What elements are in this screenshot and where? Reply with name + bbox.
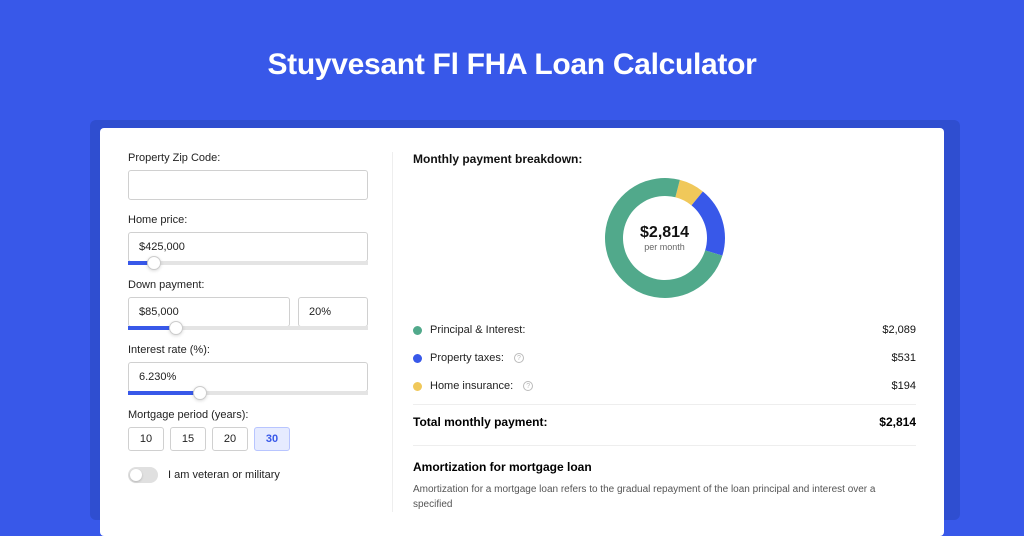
zip-input[interactable] [128, 170, 368, 200]
home-price-input[interactable] [128, 232, 368, 262]
period-btn-15[interactable]: 15 [170, 427, 206, 451]
veteran-row: I am veteran or military [128, 467, 368, 483]
interest-rate-label: Interest rate (%): [128, 344, 368, 356]
period-btn-10[interactable]: 10 [128, 427, 164, 451]
info-icon[interactable]: ? [514, 353, 524, 363]
breakdown-column: Monthly payment breakdown: $2,814 per mo… [392, 152, 916, 512]
legend-left: Property taxes:? [413, 352, 524, 364]
donut-wrap: $2,814 per month [413, 178, 916, 298]
donut-center: $2,814 per month [640, 224, 689, 252]
amortization-text: Amortization for a mortgage loan refers … [413, 482, 916, 512]
legend-left: Home insurance:? [413, 380, 533, 392]
donut-chart: $2,814 per month [605, 178, 725, 298]
legend-label: Principal & Interest: [430, 324, 525, 336]
info-icon[interactable]: ? [523, 381, 533, 391]
legend-dot-icon [413, 326, 422, 335]
slider-thumb[interactable] [147, 256, 161, 270]
legend-dot-icon [413, 382, 422, 391]
slider-fill [128, 391, 200, 395]
veteran-label: I am veteran or military [168, 469, 280, 481]
period-btn-20[interactable]: 20 [212, 427, 248, 451]
legend-left: Principal & Interest: [413, 324, 525, 336]
home-price-group: Home price: [128, 214, 368, 265]
interest-rate-group: Interest rate (%): [128, 344, 368, 395]
veteran-toggle[interactable] [128, 467, 158, 483]
legend-value: $2,089 [882, 324, 916, 336]
total-row: Total monthly payment: $2,814 [413, 404, 916, 429]
down-payment-percent-input[interactable] [298, 297, 368, 327]
interest-rate-input[interactable] [128, 362, 368, 392]
legend-value: $194 [892, 380, 916, 392]
mortgage-period-group: Mortgage period (years): 10152030 [128, 409, 368, 451]
page-root: Stuyvesant Fl FHA Loan Calculator Proper… [0, 0, 1024, 512]
page-title: Stuyvesant Fl FHA Loan Calculator [0, 48, 1024, 82]
amortization-title: Amortization for mortgage loan [413, 460, 916, 474]
legend-label: Home insurance: [430, 380, 513, 392]
breakdown-title: Monthly payment breakdown: [413, 152, 916, 166]
donut-sub: per month [640, 242, 689, 252]
toggle-knob [130, 469, 142, 481]
down-payment-slider[interactable] [128, 326, 368, 330]
zip-group: Property Zip Code: [128, 152, 368, 200]
page-header: Stuyvesant Fl FHA Loan Calculator [0, 0, 1024, 110]
legend: Principal & Interest: $2,089 Property taxe… [413, 316, 916, 400]
down-payment-row [128, 297, 368, 327]
legend-row: Principal & Interest: $2,089 [413, 316, 916, 344]
down-payment-input[interactable] [128, 297, 290, 327]
mortgage-period-label: Mortgage period (years): [128, 409, 368, 421]
period-buttons: 10152030 [128, 427, 368, 451]
form-column: Property Zip Code: Home price: Down paym… [128, 152, 368, 512]
amortization-section: Amortization for mortgage loan Amortizat… [413, 445, 916, 512]
slider-thumb[interactable] [193, 386, 207, 400]
down-payment-label: Down payment: [128, 279, 368, 291]
legend-row: Home insurance:? $194 [413, 372, 916, 400]
slider-thumb[interactable] [169, 321, 183, 335]
down-payment-group: Down payment: [128, 279, 368, 330]
donut-amount: $2,814 [640, 224, 689, 242]
home-price-slider[interactable] [128, 261, 368, 265]
period-btn-30[interactable]: 30 [254, 427, 290, 451]
total-label: Total monthly payment: [413, 415, 547, 429]
home-price-label: Home price: [128, 214, 368, 226]
legend-value: $531 [892, 352, 916, 364]
legend-label: Property taxes: [430, 352, 504, 364]
zip-label: Property Zip Code: [128, 152, 368, 164]
total-value: $2,814 [879, 415, 916, 429]
interest-rate-slider[interactable] [128, 391, 368, 395]
legend-dot-icon [413, 354, 422, 363]
calculator-card: Property Zip Code: Home price: Down paym… [100, 128, 944, 536]
legend-row: Property taxes:? $531 [413, 344, 916, 372]
donut-slice-property_taxes [691, 191, 724, 255]
